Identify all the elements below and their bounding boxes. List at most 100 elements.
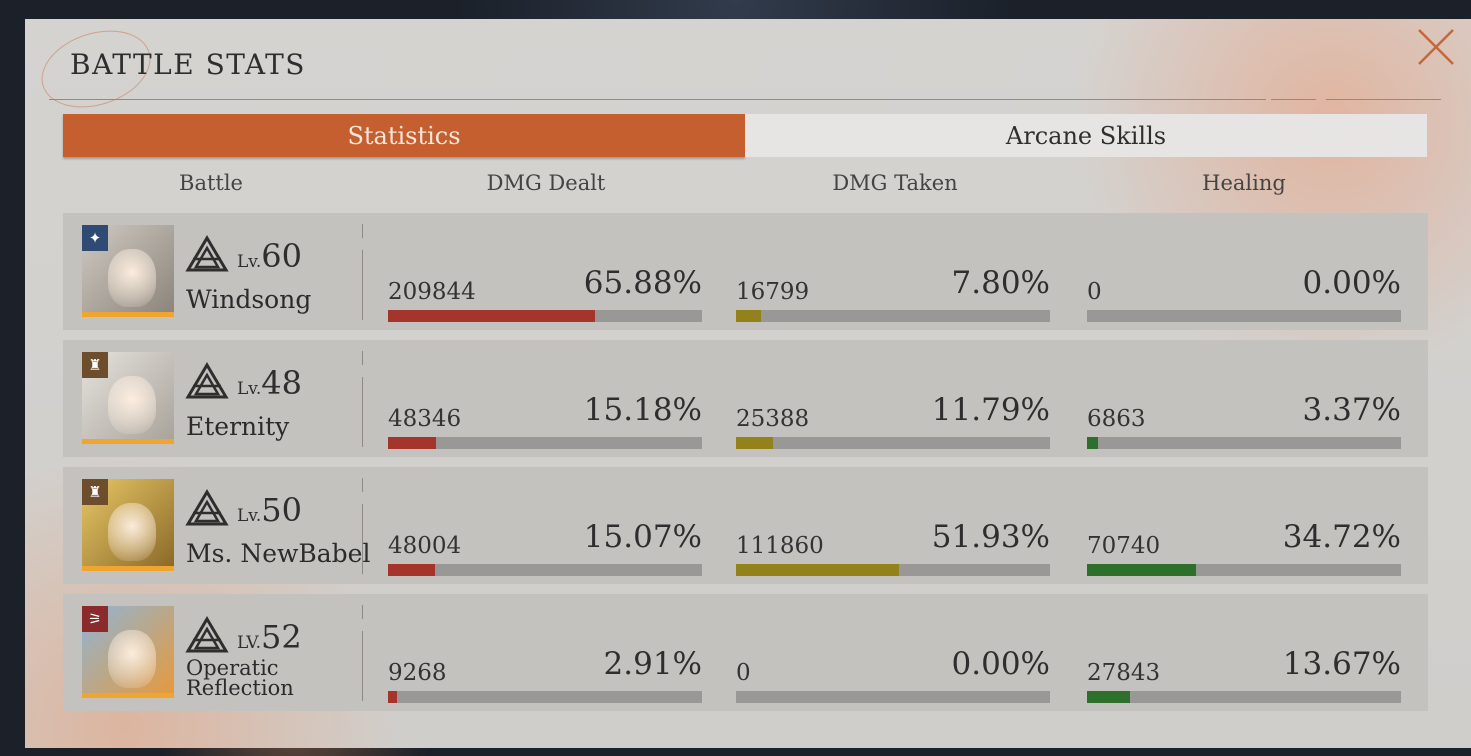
character-row: ⚞ LV.52 Operatic Reflection 9268 2.91% 0… — [63, 594, 1428, 711]
character-face-art — [108, 503, 156, 561]
dmg-dealt-value: 48004 — [388, 533, 462, 559]
healing-value: 70740 — [1087, 533, 1161, 559]
dmg-taken-value: 16799 — [736, 279, 810, 305]
level-label: Lv.50 — [237, 491, 302, 529]
row-divider-tick — [362, 605, 363, 619]
triangle-rank-icon — [185, 235, 229, 272]
column-header-dmg-dealt: DMG Dealt — [486, 171, 606, 195]
dmg-dealt-bar-track — [388, 437, 702, 449]
column-header-dmg-taken: DMG Taken — [832, 171, 958, 195]
dmg-dealt-bar-fill — [388, 437, 436, 449]
hand-bag-icon: ♜ — [82, 479, 108, 505]
healing-percent: 13.67% — [1282, 646, 1401, 682]
column-header-battle: Battle — [179, 171, 243, 195]
healing-bar-track — [1087, 564, 1401, 576]
character-portrait[interactable]: ♜ — [82, 352, 174, 444]
healing-bar-fill — [1087, 691, 1130, 703]
dmg-taken-percent: 0.00% — [951, 646, 1050, 682]
dmg-taken-bar-track — [736, 437, 1050, 449]
character-portrait[interactable]: ♜ — [82, 479, 174, 571]
row-divider — [362, 504, 363, 574]
claw-mark-icon: ⚞ — [82, 606, 108, 632]
row-divider — [362, 377, 363, 447]
dmg-taken-value: 25388 — [736, 406, 810, 432]
dmg-taken-bar-track — [736, 691, 1050, 703]
dmg-dealt-value: 9268 — [388, 660, 447, 686]
dmg-dealt-stat: 48346 15.18% — [388, 382, 702, 452]
character-portrait[interactable]: ✦ — [82, 225, 174, 317]
level-prefix: Lv. — [237, 252, 262, 272]
healing-percent: 3.37% — [1302, 392, 1401, 428]
triangle-rank-icon — [185, 616, 229, 653]
dmg-dealt-percent: 15.18% — [583, 392, 702, 428]
triangle-rank-icon — [185, 489, 229, 526]
level-prefix: Lv. — [237, 506, 262, 526]
dmg-dealt-stat: 9268 2.91% — [388, 636, 702, 706]
level-prefix: LV. — [237, 633, 261, 653]
level-value: 50 — [261, 491, 302, 529]
healing-stat: 27843 13.67% — [1087, 636, 1401, 706]
dmg-taken-bar-track — [736, 564, 1050, 576]
level-prefix: Lv. — [237, 379, 262, 399]
healing-percent: 0.00% — [1302, 265, 1401, 301]
character-row: ✦ Lv.60 Windsong 209844 65.88% 16799 7.8… — [63, 213, 1428, 330]
character-row: ♜ Lv.48 Eternity 48346 15.18% 25388 11.7… — [63, 340, 1428, 457]
healing-value: 6863 — [1087, 406, 1146, 432]
character-face-art — [108, 376, 156, 434]
title-divider-segment — [1271, 99, 1316, 100]
dmg-taken-value: 0 — [736, 660, 751, 686]
dmg-dealt-value: 48346 — [388, 406, 462, 432]
dmg-taken-bar-fill — [736, 564, 900, 576]
dmg-taken-percent: 51.93% — [931, 519, 1050, 555]
character-face-art — [108, 249, 156, 307]
character-name: Windsong — [186, 285, 312, 314]
level-label: Lv.60 — [237, 237, 302, 275]
row-divider — [362, 250, 363, 320]
dmg-dealt-stat: 209844 65.88% — [388, 255, 702, 325]
dmg-dealt-percent: 15.07% — [583, 519, 702, 555]
dmg-dealt-percent: 2.91% — [603, 646, 702, 682]
dmg-taken-value: 111860 — [736, 533, 824, 559]
dmg-dealt-bar-fill — [388, 564, 436, 576]
dmg-dealt-percent: 65.88% — [583, 265, 702, 301]
row-divider-tick — [362, 224, 363, 238]
dmg-dealt-stat: 48004 15.07% — [388, 509, 702, 579]
healing-value: 27843 — [1087, 660, 1161, 686]
dmg-taken-stat: 111860 51.93% — [736, 509, 1050, 579]
dmg-dealt-value: 209844 — [388, 279, 476, 305]
healing-stat: 70740 34.72% — [1087, 509, 1401, 579]
panel-title: BATTLE STATS — [70, 48, 306, 81]
healing-value: 0 — [1087, 279, 1102, 305]
level-label: Lv.48 — [237, 364, 302, 402]
dmg-taken-percent: 7.80% — [951, 265, 1050, 301]
healing-bar-track — [1087, 691, 1401, 703]
dmg-dealt-bar-fill — [388, 691, 398, 703]
title-divider — [49, 99, 1266, 100]
star-sparkle-icon: ✦ — [82, 225, 108, 251]
tab-bar: Statistics Arcane Skills — [63, 114, 1427, 157]
character-row: ♜ Lv.50 Ms. NewBabel 48004 15.07% 111860… — [63, 467, 1428, 584]
row-divider — [362, 631, 363, 701]
character-portrait[interactable]: ⚞ — [82, 606, 174, 698]
row-divider-tick — [362, 351, 363, 365]
dmg-dealt-bar-track — [388, 564, 702, 576]
dmg-taken-percent: 11.79% — [931, 392, 1050, 428]
dmg-dealt-bar-track — [388, 691, 702, 703]
tab-statistics[interactable]: Statistics — [63, 114, 745, 157]
dmg-taken-stat: 25388 11.79% — [736, 382, 1050, 452]
healing-stat: 0 0.00% — [1087, 255, 1401, 325]
character-face-art — [108, 630, 156, 688]
close-button[interactable] — [1416, 27, 1456, 67]
title-divider-segment — [1326, 99, 1441, 100]
tab-arcane-skills[interactable]: Arcane Skills — [745, 114, 1427, 157]
character-name: Operatic Reflection — [186, 656, 294, 700]
healing-bar-fill — [1087, 437, 1098, 449]
row-divider-tick — [362, 478, 363, 492]
level-value: 48 — [261, 364, 302, 402]
hand-bag-icon: ♜ — [82, 352, 108, 378]
dmg-taken-stat: 16799 7.80% — [736, 255, 1050, 325]
level-label: LV.52 — [237, 618, 302, 656]
dmg-taken-bar-track — [736, 310, 1050, 322]
healing-bar-track — [1087, 310, 1401, 322]
healing-stat: 6863 3.37% — [1087, 382, 1401, 452]
